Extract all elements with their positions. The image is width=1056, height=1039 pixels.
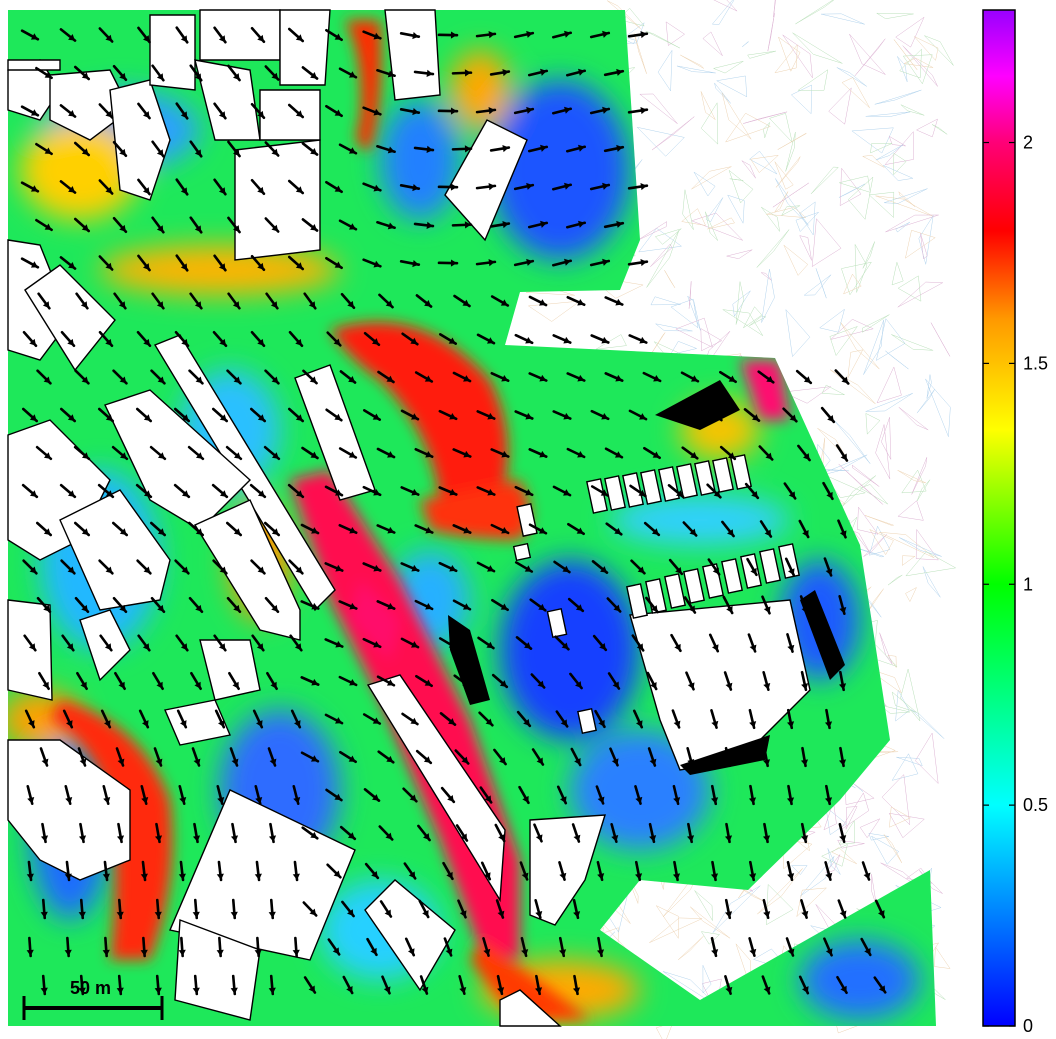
building (49, 69, 131, 141)
building (193, 499, 301, 641)
barrier-block (663, 573, 687, 609)
barrier-block (682, 568, 706, 604)
barrier-block (516, 503, 538, 537)
building (164, 699, 231, 746)
building (529, 814, 606, 926)
barrier-block (739, 553, 763, 589)
building (199, 639, 261, 701)
scale-bar: 50 m (22, 978, 164, 1020)
building (149, 14, 196, 91)
barrier-block (625, 583, 649, 619)
building (199, 9, 281, 61)
barrier-block (657, 466, 681, 502)
building (364, 879, 456, 992)
building (294, 364, 376, 501)
velocity-vectors (20, 26, 887, 996)
barrier-block (758, 548, 782, 584)
building (499, 989, 562, 1027)
building (366, 674, 506, 903)
barrier-block (621, 472, 645, 508)
scale-bar-label: 50 m (70, 978, 111, 998)
building (279, 9, 331, 86)
building (7, 59, 61, 71)
building (104, 389, 252, 531)
barrier-block (512, 542, 532, 562)
building (153, 334, 336, 612)
barrier-block (577, 707, 597, 735)
building (384, 9, 441, 101)
building (24, 264, 116, 372)
barrier-block (729, 454, 753, 490)
barrier-block (546, 607, 568, 639)
building (109, 79, 171, 201)
building (79, 609, 131, 682)
barrier-block (711, 457, 735, 493)
building (234, 139, 321, 261)
barrier-block (720, 558, 744, 594)
building (259, 89, 321, 141)
barrier-block (675, 463, 699, 499)
